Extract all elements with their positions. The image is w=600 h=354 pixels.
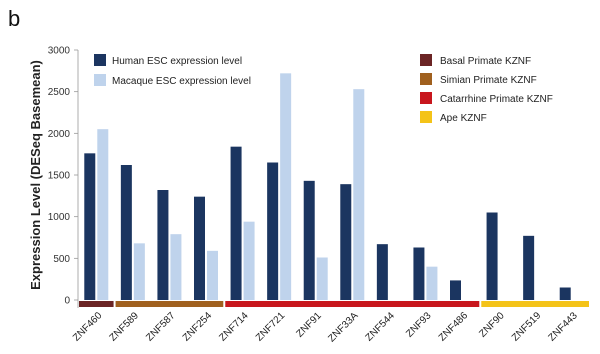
group-legend-label: Simian Primate KZNF <box>440 75 537 86</box>
category-label: ZNF254 <box>181 310 215 344</box>
series-legend-label: Human ESC expression level <box>112 56 242 67</box>
bar-macaque-znf714 <box>243 221 255 300</box>
group-legend: Basal Primate KZNF Simian Primate KZNF Cat… <box>420 54 553 124</box>
bar-human-znf714 <box>230 146 242 300</box>
bar-human-znf93 <box>413 247 425 300</box>
category-label: ZNF91 <box>294 310 324 340</box>
bar-human-znf587 <box>157 190 169 300</box>
bars <box>84 73 571 301</box>
category-label: ZNF486 <box>437 310 471 344</box>
category-label: ZNF721 <box>254 310 288 344</box>
group-band-ape-kznf <box>481 301 589 307</box>
y-tick-label: 500 <box>53 254 70 265</box>
category-label: ZNF587 <box>144 310 178 344</box>
y-tick-label: 1500 <box>48 171 71 182</box>
category-label: ZNF90 <box>477 310 507 340</box>
series-legend-swatch <box>94 74 106 86</box>
bar-human-znf91 <box>303 180 315 300</box>
category-label: ZNF93 <box>404 310 434 340</box>
group-band-simian-primate-kznf <box>115 301 224 307</box>
category-label: ZNF519 <box>510 310 544 344</box>
category-label: ZNF714 <box>217 310 251 344</box>
bar-macaque-znf93 <box>426 266 438 300</box>
group-bands <box>79 301 589 307</box>
bar-human-znf443 <box>559 287 571 300</box>
y-tick-label: 0 <box>64 296 70 307</box>
group-legend-label: Basal Primate KZNF <box>440 56 531 67</box>
y-tick-label: 2500 <box>48 87 71 98</box>
bar-human-znf544 <box>376 244 388 300</box>
x-axis-labels: ZNF460 ZNF589 ZNF587 ZNF254 ZNF714 ZNF721 ZNF9… <box>71 310 580 344</box>
bar-human-znf721 <box>267 162 279 300</box>
group-legend-swatch <box>420 111 432 123</box>
bar-macaque-znf460 <box>97 129 109 300</box>
bar-macaque-znf33a <box>353 89 365 301</box>
bar-macaque-znf587 <box>170 234 182 300</box>
category-label: ZNF544 <box>364 310 398 344</box>
bar-human-znf486 <box>450 280 461 300</box>
y-tick-label: 1000 <box>48 212 71 223</box>
group-legend-swatch <box>420 92 432 104</box>
y-tick-label: 3000 <box>48 46 71 57</box>
series-legend: Human ESC expression level Macaque ESC ex… <box>94 54 251 87</box>
panel-label: b <box>8 6 20 31</box>
bar-human-znf460 <box>84 153 96 300</box>
bar-human-znf90 <box>486 212 498 300</box>
series-legend-label: Macaque ESC expression level <box>112 76 251 87</box>
category-label: ZNF443 <box>547 310 581 344</box>
bar-macaque-znf589 <box>133 243 145 300</box>
category-label: ZNF589 <box>108 310 142 344</box>
bar-macaque-znf721 <box>280 73 292 300</box>
bar-human-znf33a <box>340 184 352 300</box>
y-axis-title: Expression Level (DESeq Basemean) <box>28 60 43 290</box>
group-legend-label: Ape KZNF <box>440 113 487 124</box>
category-label: ZNF33A <box>326 310 360 344</box>
bar-human-znf589 <box>120 165 132 300</box>
group-legend-swatch <box>420 73 432 85</box>
bar-macaque-znf91 <box>316 257 328 300</box>
group-band-basal-primate-kznf <box>79 301 114 307</box>
series-legend-swatch <box>94 54 106 66</box>
bar-human-znf519 <box>523 235 535 300</box>
category-label: ZNF460 <box>71 310 105 344</box>
group-legend-swatch <box>420 54 432 66</box>
y-axis: 0 500 1000 1500 2000 2500 3000 <box>48 46 79 308</box>
y-tick-label: 2000 <box>48 129 71 140</box>
bar-human-znf254 <box>194 196 205 300</box>
group-band-catarrhine-primate-kznf <box>225 301 480 307</box>
group-legend-label: Catarrhine Primate KZNF <box>440 94 553 105</box>
bar-macaque-znf254 <box>207 250 218 300</box>
